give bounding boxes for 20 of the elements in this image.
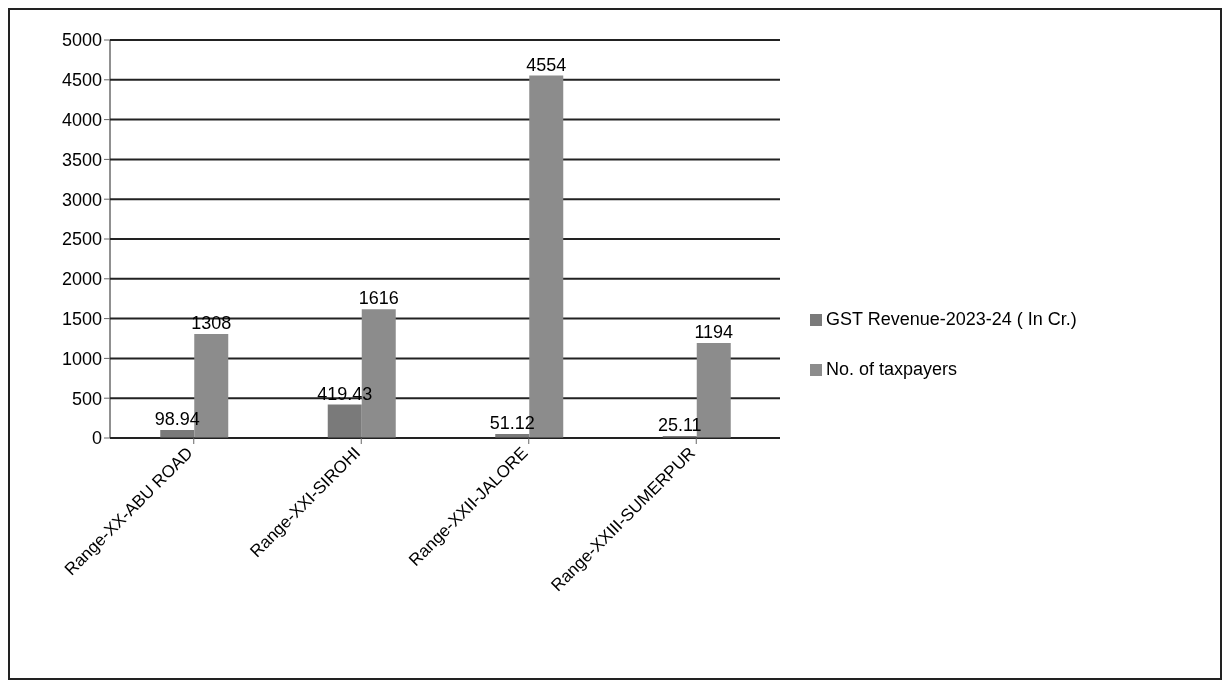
y-tick-label: 3500 — [61, 149, 102, 170]
data-label: 1308 — [191, 312, 232, 333]
y-tick-label: 1000 — [61, 348, 102, 369]
y-tick-label: 2000 — [61, 269, 102, 290]
y-tick-label: 4000 — [61, 109, 102, 130]
legend-label: GST Revenue-2023-24 ( In Cr.) — [826, 309, 1077, 329]
y-tick-label: 4500 — [61, 70, 102, 91]
data-label: 4554 — [526, 54, 567, 75]
y-tick-label: 1500 — [61, 308, 102, 329]
data-label: 98.94 — [154, 409, 200, 430]
y-tick-label: 5000 — [61, 30, 102, 51]
data-label: 1616 — [358, 288, 399, 309]
legend-label: No. of taxpayers — [826, 359, 958, 379]
y-tick-label: 3000 — [61, 189, 102, 210]
y-tick-label: 2500 — [61, 229, 102, 250]
data-label: 1194 — [694, 321, 734, 342]
data-label: 25.11 — [657, 415, 702, 435]
y-tick-label: 500 — [71, 388, 102, 409]
y-tick-label: 0 — [91, 428, 102, 449]
data-label: 51.12 — [489, 412, 535, 433]
